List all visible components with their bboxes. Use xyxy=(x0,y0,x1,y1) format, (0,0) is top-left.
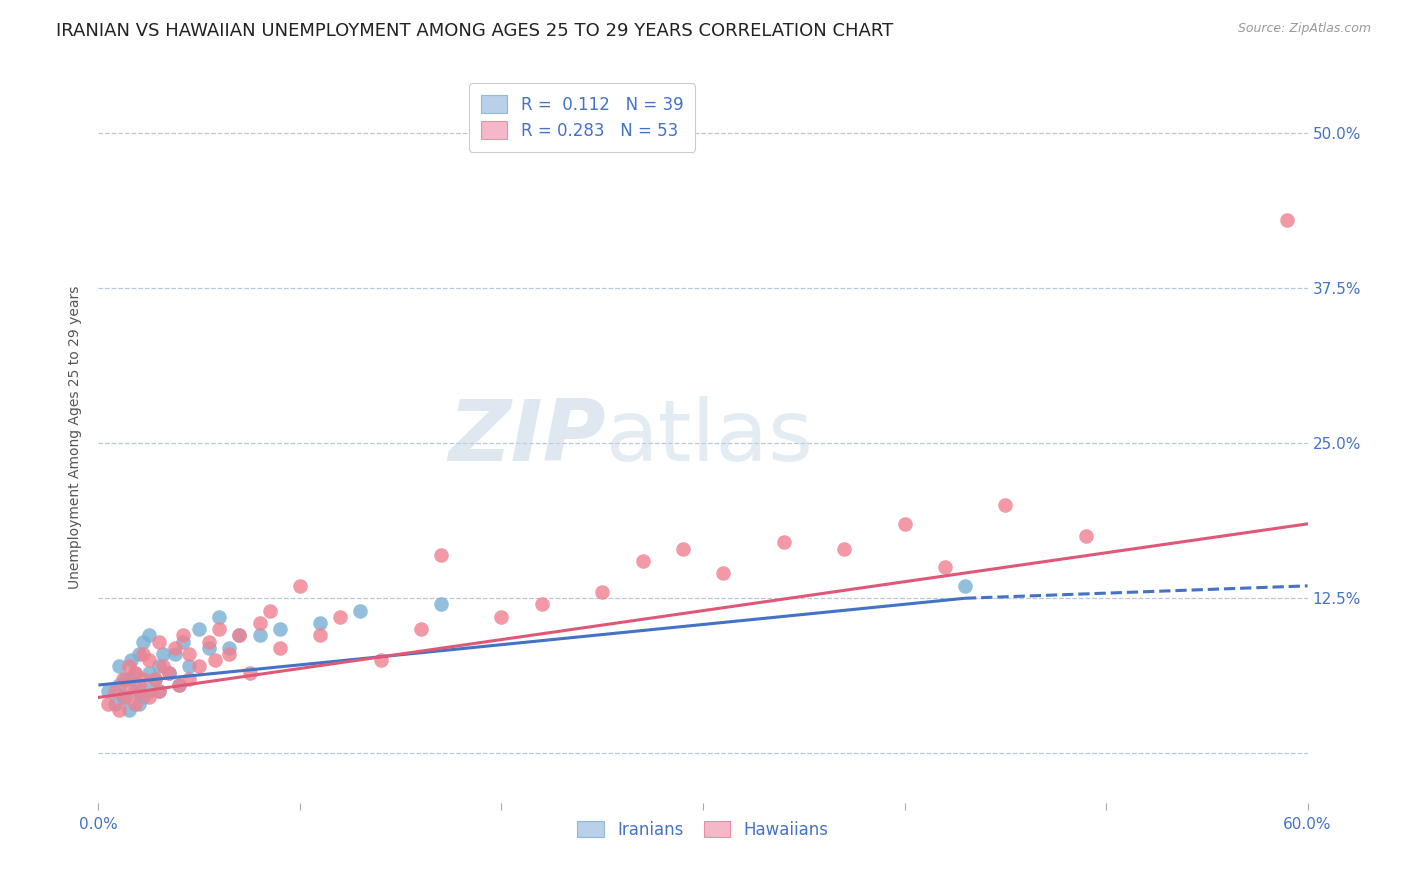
Point xyxy=(128,647,150,661)
Point xyxy=(138,628,160,642)
Point xyxy=(994,498,1017,512)
Point xyxy=(132,647,155,661)
Point xyxy=(249,615,271,630)
Point xyxy=(132,690,155,705)
Point xyxy=(430,548,453,562)
Point xyxy=(124,665,146,680)
Point xyxy=(148,684,170,698)
Point xyxy=(163,647,186,661)
Point xyxy=(631,554,654,568)
Point xyxy=(157,665,180,680)
Text: atlas: atlas xyxy=(606,395,814,479)
Point xyxy=(179,647,201,661)
Point xyxy=(259,604,281,618)
Point xyxy=(103,697,125,711)
Point xyxy=(329,610,352,624)
Point xyxy=(107,678,129,692)
Point xyxy=(118,659,141,673)
Point xyxy=(672,541,695,556)
Point xyxy=(269,640,291,655)
Point xyxy=(370,653,392,667)
Point xyxy=(772,535,794,549)
Point xyxy=(228,628,250,642)
Point xyxy=(132,634,155,648)
Point xyxy=(138,684,160,698)
Point xyxy=(167,678,190,692)
Point xyxy=(309,628,332,642)
Point xyxy=(143,672,166,686)
Point xyxy=(107,659,129,673)
Point xyxy=(953,579,976,593)
Point xyxy=(138,653,160,667)
Point xyxy=(269,622,291,636)
Point xyxy=(172,628,194,642)
Point xyxy=(934,560,956,574)
Point xyxy=(711,566,734,581)
Point xyxy=(1277,213,1299,227)
Point xyxy=(198,634,221,648)
Point xyxy=(143,672,166,686)
Text: ZIP: ZIP xyxy=(449,395,606,479)
Point xyxy=(893,516,915,531)
Point xyxy=(172,634,194,648)
Point xyxy=(179,659,201,673)
Point xyxy=(409,622,432,636)
Point xyxy=(128,678,150,692)
Point xyxy=(114,672,136,686)
Point xyxy=(530,598,553,612)
Point xyxy=(591,585,613,599)
Point xyxy=(124,697,146,711)
Text: IRANIAN VS HAWAIIAN UNEMPLOYMENT AMONG AGES 25 TO 29 YEARS CORRELATION CHART: IRANIAN VS HAWAIIAN UNEMPLOYMENT AMONG A… xyxy=(56,22,893,40)
Point xyxy=(1074,529,1097,543)
Point xyxy=(114,690,136,705)
Legend: Iranians, Hawaiians: Iranians, Hawaiians xyxy=(571,814,835,846)
Point xyxy=(430,598,453,612)
Point xyxy=(491,610,513,624)
Point xyxy=(148,634,170,648)
Point xyxy=(163,640,186,655)
Point xyxy=(132,672,155,686)
Point xyxy=(239,665,262,680)
Point xyxy=(218,647,240,661)
Point xyxy=(208,622,231,636)
Point xyxy=(97,697,120,711)
Point xyxy=(228,628,250,642)
Point xyxy=(124,665,146,680)
Point xyxy=(128,684,150,698)
Point xyxy=(167,678,190,692)
Point xyxy=(204,653,226,667)
Point xyxy=(97,684,120,698)
Point xyxy=(120,653,142,667)
Point xyxy=(111,690,134,705)
Point xyxy=(198,640,221,655)
Point xyxy=(118,703,141,717)
Point xyxy=(188,659,211,673)
Point xyxy=(249,628,271,642)
Point xyxy=(128,697,150,711)
Point xyxy=(349,604,371,618)
Point xyxy=(832,541,855,556)
Point xyxy=(138,665,160,680)
Point xyxy=(218,640,240,655)
Point xyxy=(124,684,146,698)
Y-axis label: Unemployment Among Ages 25 to 29 years: Unemployment Among Ages 25 to 29 years xyxy=(69,285,83,589)
Point xyxy=(208,610,231,624)
Point xyxy=(288,579,311,593)
Point xyxy=(148,684,170,698)
Point xyxy=(152,647,174,661)
Text: Source: ZipAtlas.com: Source: ZipAtlas.com xyxy=(1237,22,1371,36)
Point xyxy=(157,665,180,680)
Point xyxy=(118,678,141,692)
Point xyxy=(152,659,174,673)
Point xyxy=(111,672,134,686)
Point xyxy=(309,615,332,630)
Point xyxy=(179,672,201,686)
Point xyxy=(138,690,160,705)
Point xyxy=(188,622,211,636)
Point xyxy=(118,672,141,686)
Point xyxy=(148,659,170,673)
Point xyxy=(107,703,129,717)
Point xyxy=(103,684,125,698)
